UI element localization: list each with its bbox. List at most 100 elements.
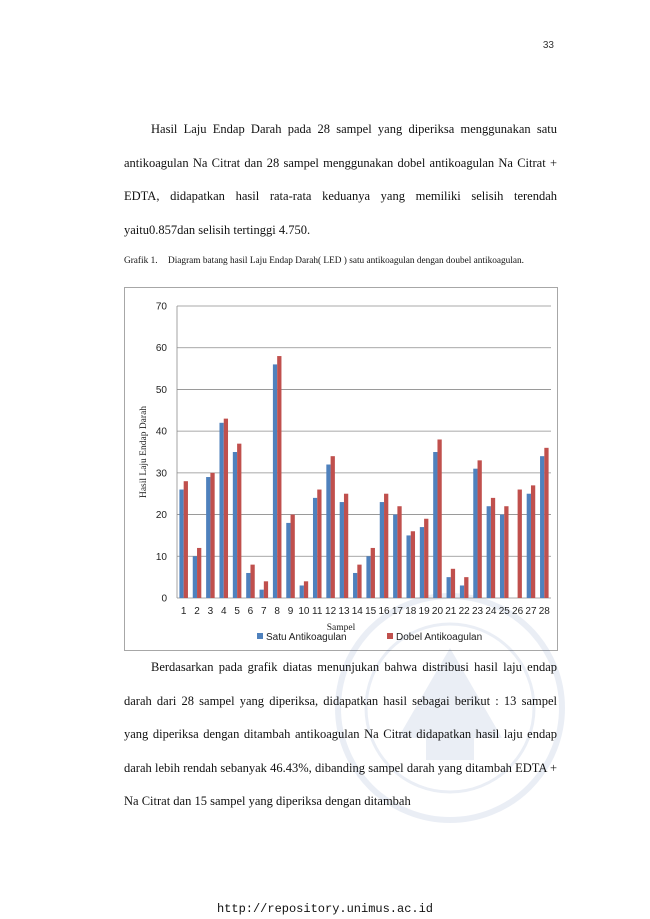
x-tick-label: 25 (499, 606, 511, 617)
bar-satu (272, 364, 278, 598)
x-axis-title: Sampel (327, 623, 356, 633)
body-paragraph-2: Berdasarkan pada grafik diatas menunjuka… (124, 660, 557, 808)
bar-dobel (384, 493, 389, 598)
y-tick-label: 60 (156, 343, 168, 354)
x-tick-label: 14 (352, 606, 364, 617)
bar-satu (459, 585, 465, 598)
bar-satu (499, 514, 505, 598)
bar-satu (179, 489, 184, 598)
x-tick-label: 13 (338, 606, 350, 617)
bar-dobel (317, 489, 322, 598)
y-tick-label: 40 (156, 427, 168, 438)
x-tick-label: 2 (194, 606, 200, 617)
footer-url: http://repository.unimus.ac.id (216, 902, 434, 916)
bar-dobel (197, 547, 202, 598)
x-tick-label: 7 (261, 606, 267, 617)
legend-label-dobel: Dobel Antikoagulan (396, 632, 482, 643)
figure-caption: Grafik 1. Diagram batang hasil Laju Enda… (124, 255, 557, 267)
x-tick-label: 27 (525, 606, 537, 617)
bar-dobel (397, 506, 402, 598)
y-tick-label: 50 (156, 385, 168, 396)
x-tick-label: 23 (472, 606, 484, 617)
x-tick-label: 1 (181, 606, 187, 617)
x-tick-label: 16 (378, 606, 390, 617)
legend-swatch-satu (257, 633, 263, 639)
bar-dobel (343, 493, 349, 598)
legend-label-satu: Satu Antikoagulan (266, 632, 347, 643)
y-tick-label: 10 (156, 552, 168, 563)
bar-dobel (330, 456, 335, 598)
bar-satu (433, 452, 438, 598)
bar-satu (393, 514, 398, 598)
x-tick-label: 21 (445, 606, 457, 617)
bar-satu (406, 535, 411, 598)
y-tick-label: 0 (161, 594, 167, 605)
bar-dobel (223, 418, 229, 598)
bar-satu (526, 493, 531, 598)
bar-dobel (357, 564, 362, 598)
x-tick-label: 9 (288, 606, 294, 617)
x-tick-label: 4 (221, 606, 227, 617)
bar-dobel (544, 447, 549, 598)
page-number: 33 (542, 40, 554, 51)
x-tick-label: 28 (539, 606, 551, 617)
bar-dobel (237, 443, 242, 598)
bar-dobel (530, 485, 536, 598)
bar-satu (486, 506, 491, 598)
bar-dobel (450, 568, 456, 598)
legend-swatch-dobel (387, 633, 393, 639)
bar-dobel (370, 547, 375, 598)
x-tick-label: 6 (248, 606, 254, 617)
bar-dobel (410, 531, 416, 598)
y-tick-label: 30 (156, 468, 168, 479)
caption-text: Diagram batang hasil Laju Endap Darah( L… (168, 256, 525, 266)
bar-dobel (464, 577, 469, 598)
x-tick-label: 11 (312, 606, 323, 617)
x-tick-label: 19 (419, 606, 431, 617)
bar-satu (286, 522, 291, 598)
bar-satu (259, 589, 264, 598)
bar-dobel (250, 564, 255, 598)
bar-chart-frame: 0 10 20 30 40 50 60 70 1 2 3 4 5 6 7 8 9 10 11 12 13 14 15 16 17… (124, 287, 565, 823)
x-tick-label: 24 (485, 606, 497, 617)
bar-dobel (490, 497, 496, 598)
bar-satu (339, 502, 344, 598)
bar-satu (540, 456, 545, 598)
x-tick-label: 10 (298, 606, 310, 617)
bar-satu (192, 556, 198, 598)
bar-dobel (263, 581, 269, 598)
bar-dobel (290, 514, 295, 598)
bar-dobel (424, 518, 429, 598)
bar-satu (219, 422, 224, 598)
x-tick-label: 17 (392, 606, 404, 617)
bar-dobel (277, 356, 282, 598)
x-tick-label: 20 (432, 606, 444, 617)
x-tick-label: 8 (274, 606, 280, 617)
bar-dobel (517, 489, 522, 598)
x-tick-label: 12 (325, 606, 337, 617)
bar-satu (419, 527, 425, 598)
bar-satu (246, 572, 251, 598)
bar-satu (446, 577, 451, 598)
y-axis-title: Hasil Laju Endap Darah (139, 406, 149, 498)
bar-satu (232, 452, 238, 598)
body-paragraph-1: Hasil Laju Endap Darah pada 28 sampel ya… (124, 122, 557, 237)
y-tick-label: 70 (156, 302, 168, 313)
x-tick-label: 5 (234, 606, 240, 617)
x-tick-label: 15 (365, 606, 377, 617)
bar-satu (326, 464, 331, 598)
bar-satu (206, 477, 211, 598)
bar-dobel (183, 481, 188, 598)
bar-satu (312, 497, 318, 598)
bar-dobel (210, 472, 215, 598)
x-tick-label: 26 (512, 606, 524, 617)
bar-satu (473, 468, 478, 598)
bar-satu (353, 572, 358, 598)
caption-label: Grafik 1. (124, 256, 158, 266)
bar-satu (366, 556, 371, 598)
bar-dobel (504, 506, 509, 598)
y-tick-label: 20 (156, 510, 168, 521)
x-tick-label: 18 (405, 606, 417, 617)
x-tick-label: 3 (208, 606, 214, 617)
